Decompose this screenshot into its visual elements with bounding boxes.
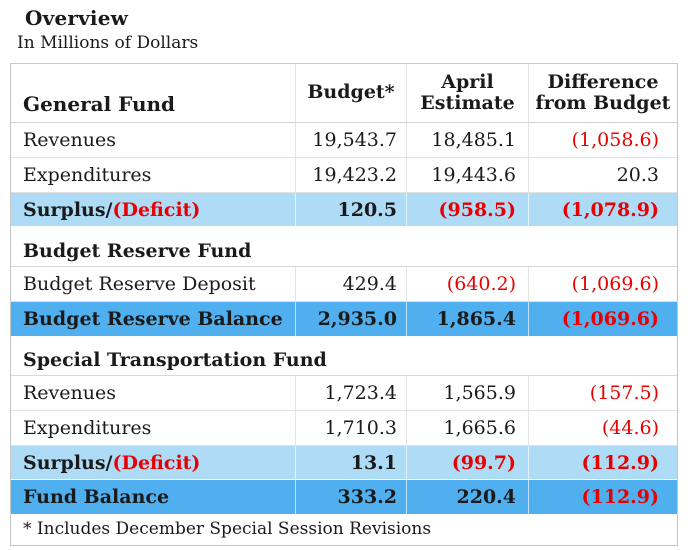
table-row: Expenditures 1,710.3 1,665.6 (44.6) [11,411,677,446]
column-header-line: Difference [547,70,659,93]
table-row: Budget Reserve Balance 2,935.0 1,865.4 (1,0… [11,302,677,336]
column-header-line: Estimate [420,92,515,114]
budget-table: General Fund Budget* April Estimate Differen… [10,63,678,546]
row-label: Budget Reserve Balance [23,308,283,330]
cell-april-estimate: 1,665.6 [406,411,528,445]
row-label: Expenditures [23,164,152,186]
page-title: Overview [25,6,129,30]
cell-budget: 1,723.4 [295,376,406,410]
table-row: Expenditures 19,423.2 19,443.6 20.3 [11,158,677,193]
column-header-general-fund: General Fund [23,91,176,116]
row-label-part: (Deficit) [112,198,201,221]
cell-budget: 333.2 [295,480,406,514]
row-label: Surplus/(Deficit) [11,193,295,226]
cell-difference: (1,078.9) [528,193,677,226]
column-header-line: from Budget [535,92,671,114]
column-header-april-estimate: April Estimate [406,64,528,122]
cell-budget: 120.5 [295,193,406,226]
cell-budget: 2,935.0 [295,302,406,336]
row-label-part: (Deficit) [112,451,201,474]
section-header-row: Special Transportation Fund [11,336,677,376]
row-label: Fund Balance [23,486,170,508]
row-label: Revenues [23,129,116,151]
column-header-line: April [441,70,494,93]
table-row: Revenues 1,723.4 1,565.9 (157.5) [11,376,677,411]
table-row: Surplus/(Deficit) 120.5 (958.5) (1,078.9) [11,193,677,227]
cell-april-estimate: (640.2) [406,267,528,301]
table-row: Budget Reserve Deposit 429.4 (640.2) (1,069… [11,267,677,302]
cell-difference: (1,069.6) [528,302,677,336]
cell-april-estimate: 1,565.9 [406,376,528,410]
cell-april-estimate: 220.4 [406,480,528,514]
row-label-part: Surplus/ [23,198,113,221]
cell-difference: (1,069.6) [528,267,677,301]
table-header-row: General Fund Budget* April Estimate Differen… [11,64,677,123]
cell-april-estimate: (958.5) [406,193,528,226]
page-subtitle: In Millions of Dollars [17,33,199,53]
row-label: Expenditures [23,417,152,439]
cell-budget: 13.1 [295,446,406,479]
cell-budget: 1,710.3 [295,411,406,445]
cell-difference: (112.9) [528,446,677,479]
row-label: Budget Reserve Deposit [23,273,256,295]
cell-budget: 19,543.7 [295,123,406,157]
row-label-part: Surplus/ [23,451,113,474]
section-header-row: Budget Reserve Fund [11,227,677,267]
table-row: Surplus/(Deficit) 13.1 (99.7) (112.9) [11,446,677,480]
cell-april-estimate: (99.7) [406,446,528,479]
cell-difference: (44.6) [528,411,677,445]
table-row: Fund Balance 333.2 220.4 (112.9) [11,480,677,514]
row-label: Surplus/(Deficit) [11,446,295,479]
cell-difference: (157.5) [528,376,677,410]
cell-budget: 19,423.2 [295,158,406,192]
column-header-difference: Difference from Budget [528,64,677,122]
cell-difference: (1,058.6) [528,123,677,157]
cell-budget: 429.4 [295,267,406,301]
table-footnote: * Includes December Special Session Revi… [23,519,432,539]
cell-difference: (112.9) [528,480,677,514]
cell-april-estimate: 19,443.6 [406,158,528,192]
column-header-budget: Budget* [295,64,406,122]
row-label: Revenues [23,382,116,404]
cell-difference: 20.3 [528,158,677,192]
table-row: Revenues 19,543.7 18,485.1 (1,058.6) [11,123,677,158]
cell-april-estimate: 1,865.4 [406,302,528,336]
cell-april-estimate: 18,485.1 [406,123,528,157]
